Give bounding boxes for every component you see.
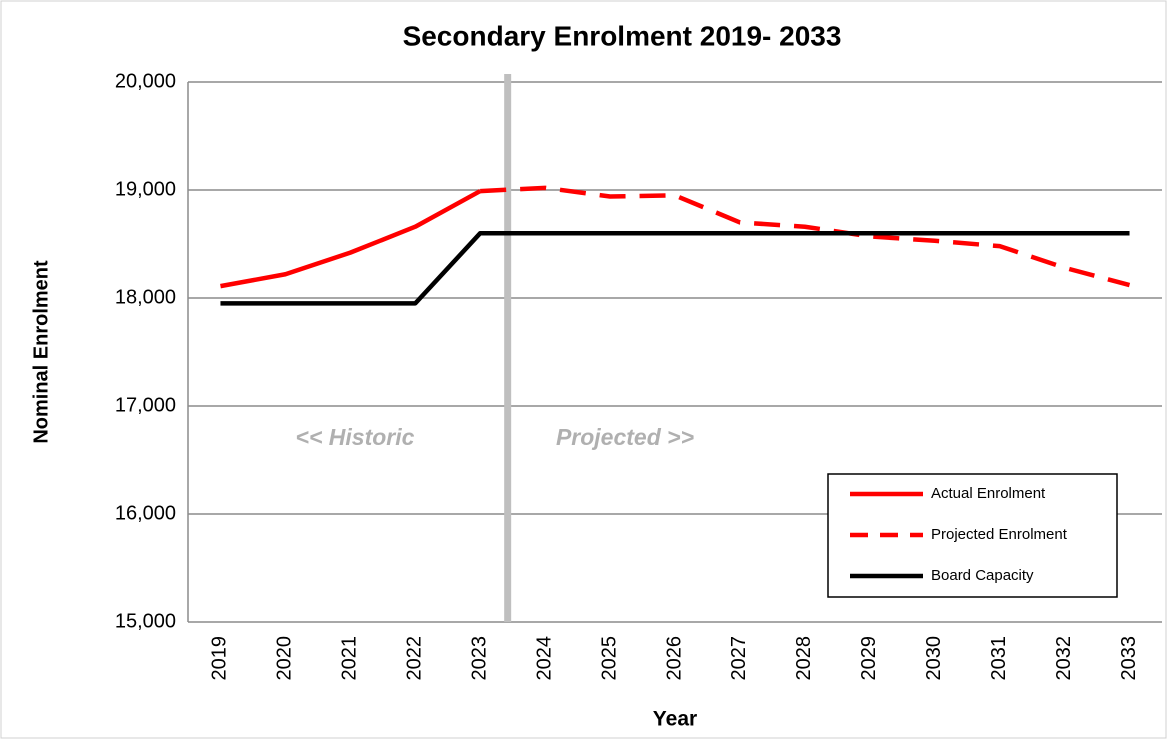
y-tick-label: 20,000	[115, 70, 176, 92]
x-tick-label: 2024	[533, 636, 555, 681]
x-tick-label: 2021	[339, 636, 361, 681]
x-tick-label: 2027	[728, 636, 750, 681]
x-axis-label: Year	[653, 708, 697, 731]
y-tick-label: 16,000	[115, 502, 176, 524]
x-tick-label: 2025	[598, 636, 620, 681]
x-tick-label: 2033	[1118, 636, 1140, 681]
legend-label: Projected Enrolment	[931, 526, 1068, 543]
y-tick-label: 15,000	[115, 610, 176, 632]
x-tick-label: 2026	[663, 636, 685, 681]
legend: Actual Enrolment Projected Enrolment Board…	[827, 473, 1118, 598]
annotation: << Historic	[296, 424, 415, 450]
x-tick-label: 2030	[923, 636, 945, 681]
legend-label: Board Capacity	[931, 567, 1034, 584]
y-tick-label: 19,000	[115, 178, 176, 200]
x-tick-label: 2019	[209, 636, 231, 681]
y-tick-label: 17,000	[115, 394, 176, 416]
x-tick-label: 2022	[404, 636, 426, 681]
series-line	[220, 189, 482, 289]
legend-label: Actual Enrolment	[931, 485, 1046, 502]
y-tick-label: 18,000	[115, 286, 176, 308]
series-line	[480, 185, 1131, 288]
y-axis-label: Nominal Enrolment	[30, 260, 52, 444]
chart-title: Secondary Enrolment 2019- 2033	[403, 20, 842, 51]
x-tick-label: 2029	[858, 636, 880, 681]
x-tick-label: 2028	[793, 636, 815, 681]
x-tick-label: 2032	[1053, 636, 1075, 681]
x-tick-label: 2020	[274, 636, 296, 681]
series-line	[220, 230, 1130, 306]
x-tick-label: 2023	[468, 636, 490, 681]
x-tick-label: 2031	[988, 636, 1010, 681]
annotation: Projected >>	[556, 424, 694, 450]
